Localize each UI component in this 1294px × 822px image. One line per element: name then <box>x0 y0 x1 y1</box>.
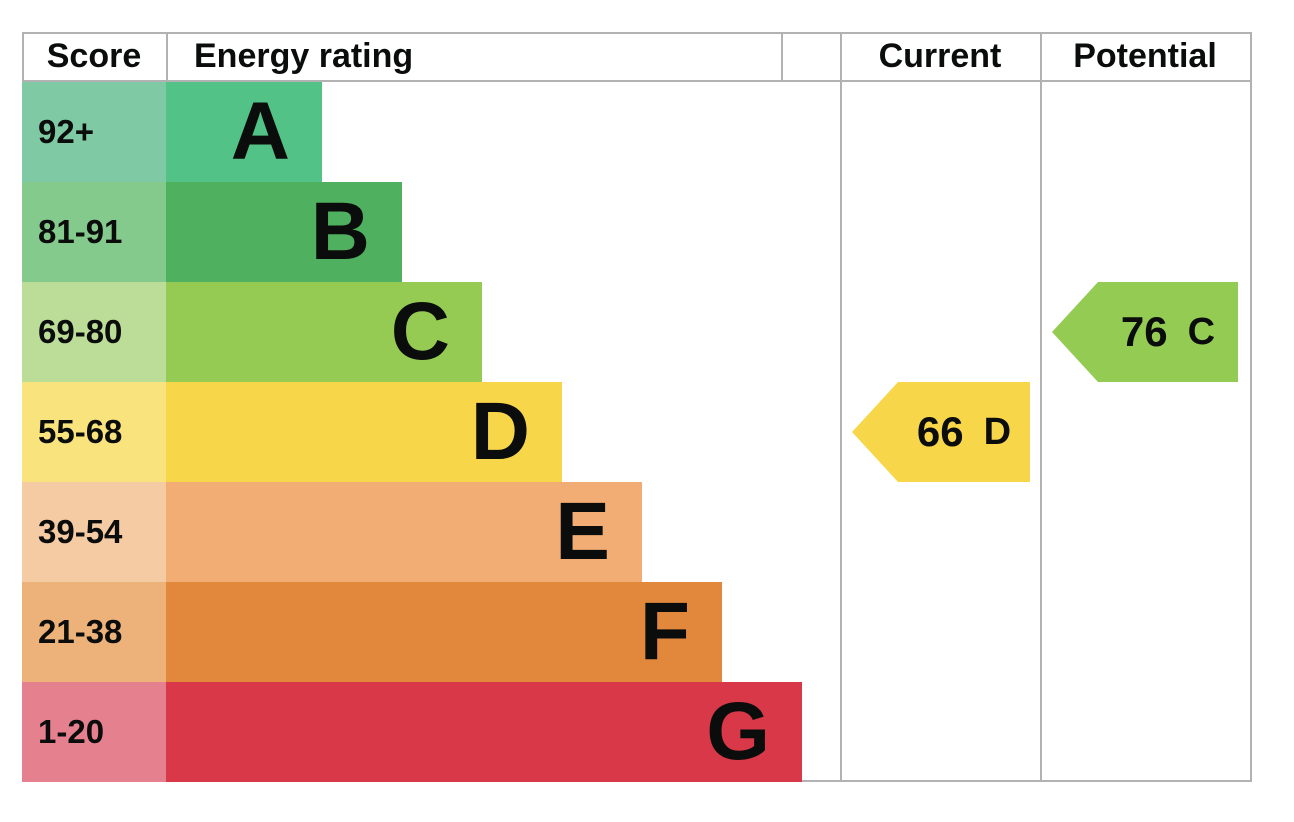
rating-bar-g: G <box>166 682 802 782</box>
score-range-label: 81-91 <box>22 182 166 282</box>
rating-letter: D <box>470 386 530 477</box>
energy-rating-divider-line <box>781 32 783 82</box>
header-energy-rating: Energy rating <box>194 36 414 75</box>
frame-right-line <box>1250 32 1252 782</box>
band-row-c: 69-80 C <box>22 282 840 382</box>
band-row-e: 39-54 E <box>22 482 840 582</box>
score-range-label: 55-68 <box>22 382 166 482</box>
current-score-value: 66 <box>916 408 964 455</box>
potential-column-line <box>1040 32 1042 782</box>
potential-score-value: 76 <box>1120 308 1168 355</box>
score-range-label: 69-80 <box>22 282 166 382</box>
rating-letter: B <box>310 186 370 277</box>
rating-letter: C <box>390 286 450 377</box>
rating-bar-b: B <box>166 182 402 282</box>
epc-chart: Score Energy rating Current Potential 92… <box>22 32 1252 782</box>
rating-letter: G <box>706 686 770 777</box>
band-row-f: 21-38 F <box>22 582 840 682</box>
potential-rating-arrow: 76 C <box>1052 282 1238 382</box>
score-range-label: 21-38 <box>22 582 166 682</box>
rating-letter: E <box>555 486 610 577</box>
rating-bar-f: F <box>166 582 722 682</box>
current-column-line <box>840 32 842 782</box>
score-range-label: 1-20 <box>22 682 166 782</box>
frame-top-line <box>22 32 1252 34</box>
rating-letter: A <box>230 86 290 177</box>
rating-bar-e: E <box>166 482 642 582</box>
band-row-g: 1-20 G <box>22 682 840 782</box>
rating-letter: F <box>639 586 690 677</box>
rating-bar-c: C <box>166 282 482 382</box>
header-current: Current <box>878 36 1002 75</box>
rating-bar-d: D <box>166 382 562 482</box>
header-left-line <box>22 32 24 82</box>
band-row-d: 55-68 D <box>22 382 840 482</box>
header-bottom-line <box>22 80 1252 82</box>
band-row-b: 81-91 B <box>22 182 840 282</box>
score-divider-line <box>166 32 168 82</box>
header-score: Score <box>46 36 142 75</box>
rating-bar-a: A <box>166 82 322 182</box>
score-range-label: 39-54 <box>22 482 166 582</box>
score-range-label: 92+ <box>22 82 166 182</box>
band-row-a: 92+ A <box>22 82 840 182</box>
current-rating-arrow: 66 D <box>852 382 1030 482</box>
potential-band-letter: C <box>1187 310 1216 353</box>
current-band-letter: D <box>983 410 1012 453</box>
header-potential: Potential <box>1073 36 1217 75</box>
